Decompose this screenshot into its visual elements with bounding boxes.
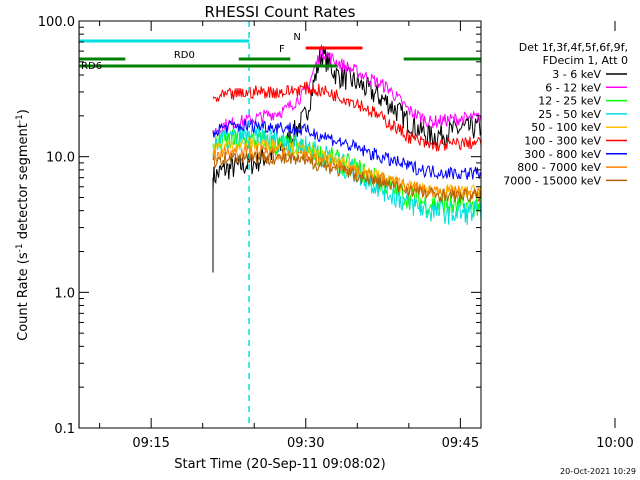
y-tick-label: 100.0 [38, 15, 75, 30]
x-tick-label: 09:15 [132, 436, 169, 451]
y-tick-label: 10.0 [46, 151, 75, 166]
legend-title-line2: FDecim 1, Att 0 [543, 54, 628, 67]
legend-title-line1: Det 1f,3f,4f,5f,6f,9f, [519, 41, 628, 54]
legend-label: 300 - 800 keV [524, 148, 601, 161]
series-line-6 [212, 117, 481, 180]
legend-label: 50 - 100 keV [531, 121, 601, 134]
x-tick-label: 09:45 [442, 436, 479, 451]
legend-label: 25 - 50 keV [538, 108, 601, 121]
x-tick-label: 10:00 [596, 436, 633, 451]
footer-date: 20-Oct-2021 10:29 [560, 467, 636, 476]
y-axis-label-main: Count Rate (s [16, 252, 31, 341]
series-layer [212, 44, 481, 273]
legend-label: 6 - 12 keV [545, 81, 601, 94]
legend-label: 800 - 7000 keV [517, 161, 601, 174]
series-line-8 [212, 151, 481, 204]
f-label: F [279, 44, 285, 55]
y-axis-label-mid: detector segment [16, 123, 31, 243]
y-tick-label: 1.0 [54, 286, 75, 301]
legend-label: 3 - 6 keV [552, 68, 601, 81]
legend-label: 7000 - 15000 keV [503, 174, 601, 187]
rd0-label: RD0 [174, 50, 195, 61]
series-line-1 [212, 44, 481, 137]
chart-title: RHESSI Count Rates [205, 3, 356, 21]
legend-label: 12 - 25 keV [538, 95, 601, 108]
series-line-0 [212, 46, 481, 190]
plot-frame [78, 20, 482, 429]
annotation-layer [79, 21, 481, 428]
y-axis-label-sup1: -1 [15, 243, 25, 252]
legend-label: 100 - 300 keV [524, 135, 601, 148]
x-axis-label: Start Time (20-Sep-11 09:08:02) [174, 457, 385, 472]
y-axis-label: Count Rate (s-1 detector segment-1) [15, 109, 31, 341]
x-tick-label: 09:30 [287, 436, 324, 451]
series-line-7 [212, 143, 481, 200]
series-line-5 [212, 81, 481, 152]
plot-area [79, 21, 481, 428]
axes-layer: 0.11.010.0100.009:1509:3009:4510:0010:15… [38, 15, 634, 451]
series-line-4 [212, 136, 481, 199]
y-tick-label: 0.1 [54, 422, 75, 437]
rd6-label: RD6 [81, 61, 102, 72]
n-label: N [293, 32, 300, 43]
y-axis-label-end: ) [16, 109, 31, 114]
y-axis-label-sup2: -1 [15, 114, 25, 123]
